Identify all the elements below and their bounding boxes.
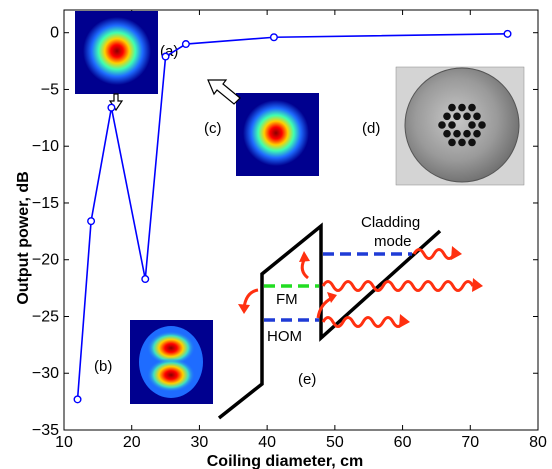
label-cladding-line2: mode bbox=[374, 233, 412, 250]
fiber-hole bbox=[473, 129, 481, 138]
fiber-hole bbox=[448, 103, 456, 112]
y-tick-label: −30 bbox=[32, 365, 59, 382]
data-point bbox=[73, 395, 82, 404]
x-tick-label: 20 bbox=[123, 434, 141, 451]
inset-c-mode-image bbox=[236, 93, 319, 176]
fiber-hole bbox=[438, 121, 446, 129]
inset-a-mode-image bbox=[75, 11, 158, 94]
data-point bbox=[503, 29, 512, 38]
fiber-hole bbox=[453, 112, 461, 121]
fiber-hole bbox=[443, 129, 451, 138]
data-point bbox=[87, 217, 96, 226]
data-point bbox=[181, 40, 190, 49]
fiber-hole bbox=[458, 138, 466, 147]
x-tick-label: 60 bbox=[394, 434, 412, 451]
x-tick-label: 80 bbox=[529, 434, 547, 451]
y-tick-label: −10 bbox=[32, 138, 59, 155]
label-e: (e) bbox=[298, 371, 316, 388]
plot-axes bbox=[63, 9, 539, 431]
x-tick-label: 40 bbox=[258, 434, 276, 451]
axis-ticks: 10 20 30 40 50 60 70 80 0 −5 −10 −15 −20 −25 −30 −35 bbox=[32, 10, 547, 451]
arrow-a bbox=[108, 93, 124, 112]
x-tick-label: 30 bbox=[191, 434, 209, 451]
fiber-hole bbox=[463, 112, 471, 121]
data-point bbox=[161, 52, 170, 61]
fiber-hole bbox=[468, 103, 476, 112]
series-layer bbox=[73, 29, 512, 404]
label-b: (b) bbox=[94, 358, 112, 375]
inset-d-fiber-photo bbox=[395, 66, 525, 186]
inset-b-mode-image bbox=[130, 320, 213, 404]
fiber-hole bbox=[468, 138, 476, 147]
plot-frame bbox=[63, 9, 539, 431]
x-tick-label: 70 bbox=[461, 434, 479, 451]
y-axis-title: Output power, dB bbox=[15, 171, 32, 304]
label-c: (c) bbox=[204, 120, 222, 137]
y-tick-label: −5 bbox=[41, 81, 59, 98]
fiber-hole bbox=[448, 138, 456, 147]
fiber-hole bbox=[453, 129, 461, 138]
series-line bbox=[76, 33, 508, 400]
label-d: (d) bbox=[362, 120, 380, 137]
y-tick-label: −35 bbox=[32, 422, 59, 439]
label-hom: HOM bbox=[267, 328, 302, 345]
x-axis-title: Coiling diameter, cm bbox=[207, 453, 363, 469]
fiber-hole bbox=[443, 112, 451, 121]
y-tick-label: −15 bbox=[32, 195, 59, 212]
schematic-e bbox=[217, 222, 483, 420]
data-point bbox=[107, 103, 116, 112]
fiber-hole bbox=[458, 103, 466, 112]
x-tick-label: 50 bbox=[326, 434, 344, 451]
y-tick-label: 0 bbox=[50, 25, 59, 42]
fiber-hole bbox=[473, 112, 481, 121]
y-tick-label: −20 bbox=[32, 252, 59, 269]
data-point bbox=[141, 275, 150, 284]
arrow-c bbox=[207, 79, 241, 105]
fiber-hole bbox=[478, 121, 486, 129]
data-point bbox=[269, 33, 278, 42]
fiber-hole bbox=[448, 121, 456, 129]
label-fm: FM bbox=[276, 291, 298, 308]
fiber-hole bbox=[468, 121, 476, 129]
y-tick-label: −25 bbox=[32, 308, 59, 325]
fiber-hole bbox=[463, 129, 471, 138]
x-tick-label: 10 bbox=[55, 434, 73, 451]
label-cladding-line1: Cladding bbox=[361, 214, 420, 231]
